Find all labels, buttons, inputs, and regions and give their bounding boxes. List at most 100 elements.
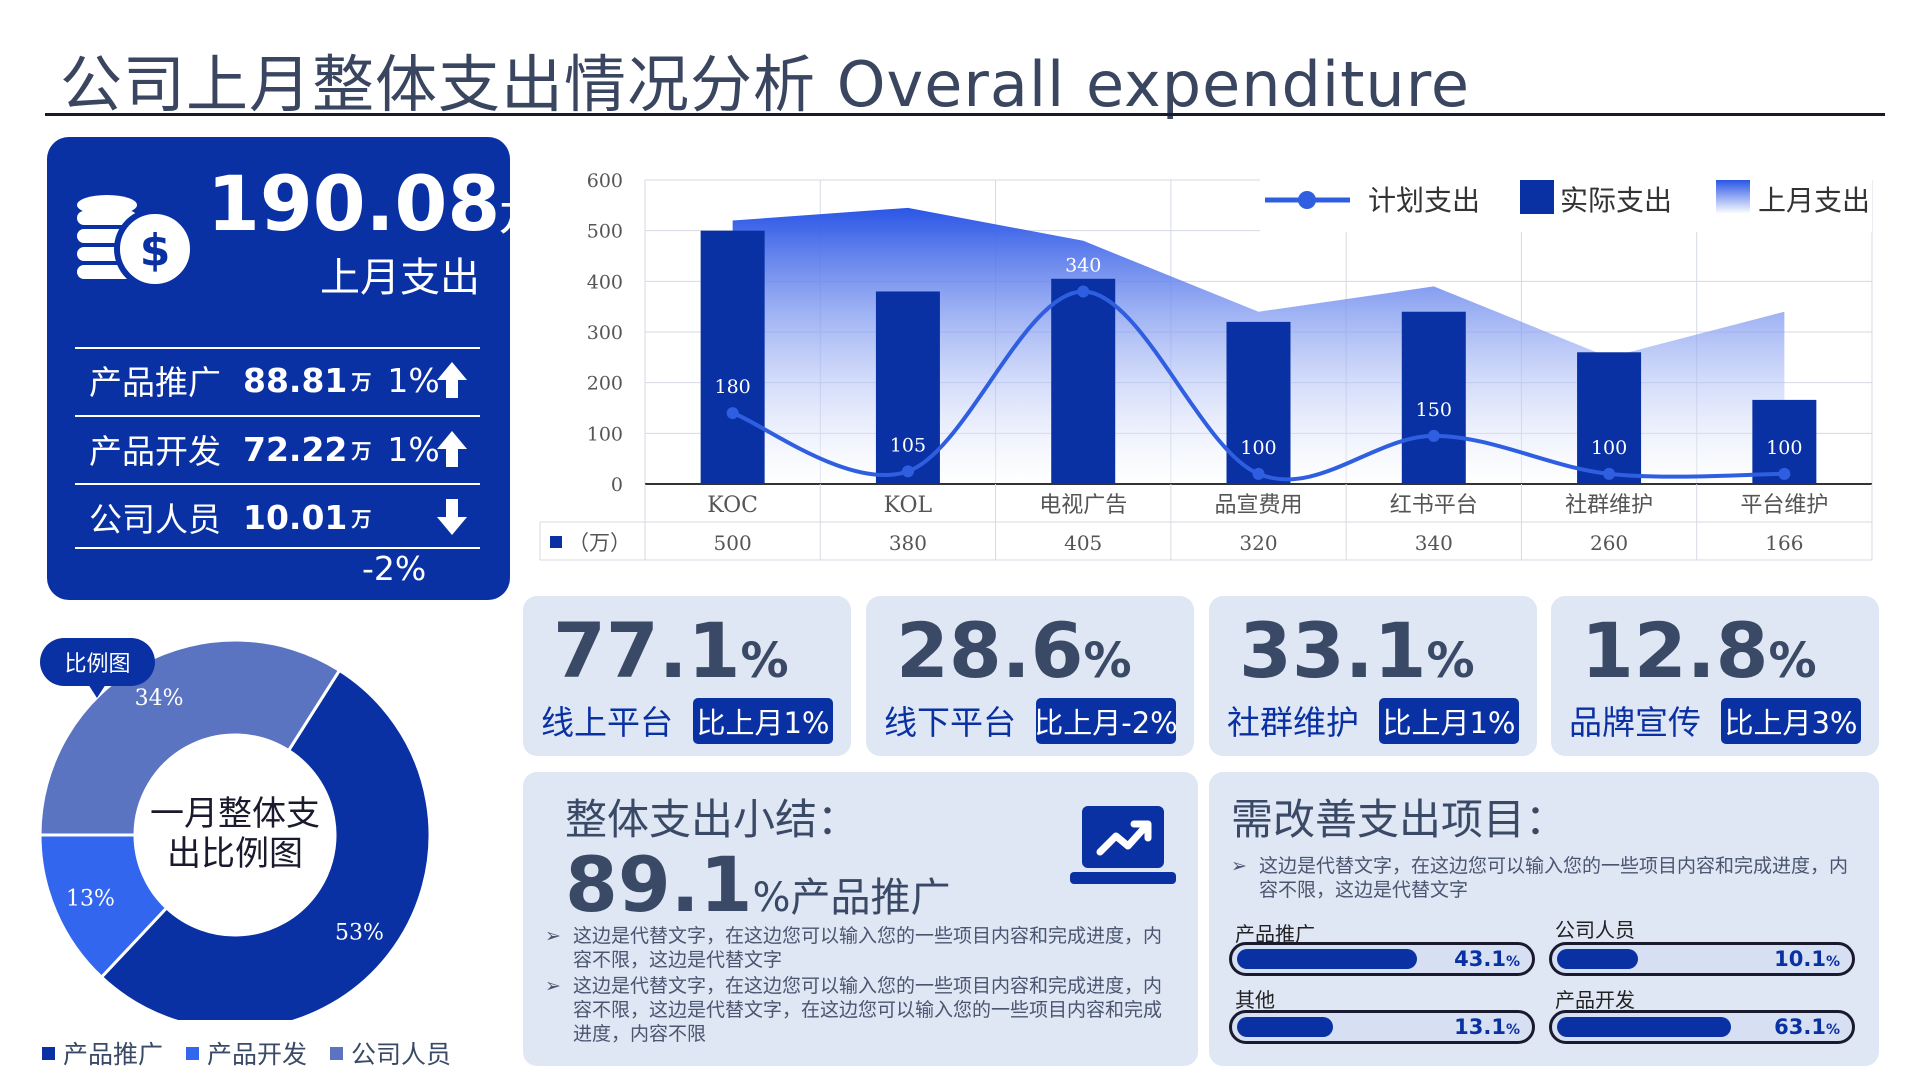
table-cell: 320	[1239, 531, 1277, 555]
donut-slice-label: 34%	[135, 686, 184, 711]
donut-center-label: 出比例图	[167, 834, 303, 874]
data-label: 105	[890, 434, 926, 456]
data-label: 340	[1065, 254, 1101, 276]
bar	[1577, 352, 1642, 484]
kpi-change-badge: 比上月3%	[1721, 698, 1861, 744]
x-tick-label: KOL	[884, 493, 933, 518]
page-title: 公司上月整体支出情况分析 Overall expenditure	[60, 48, 1470, 121]
legend-area-swatch	[1716, 180, 1750, 214]
progress-bar: 43.1%	[1229, 942, 1535, 976]
y-tick-label: 300	[587, 322, 623, 344]
legend-item: 公司人员	[330, 1035, 451, 1071]
legend-bar-swatch	[1520, 180, 1554, 214]
kpi-card: 12.8% 品牌宣传 比上月3%	[1551, 596, 1879, 756]
data-label: 150	[1416, 399, 1452, 421]
bar	[1051, 278, 1116, 484]
donut-slice	[99, 668, 432, 1032]
progress-label: 产品开发	[1555, 988, 1635, 1012]
line-point	[1603, 467, 1616, 480]
line-point	[726, 407, 739, 420]
expenditure-chart: 0 100 200 300 400 500 600 180 105 340 100 150 100 100…	[539, 170, 1873, 561]
table-cell: 380	[889, 531, 927, 555]
progress-label: 公司人员	[1555, 918, 1635, 942]
line-point	[901, 465, 914, 478]
total-expenditure-label: 上月支出	[320, 255, 480, 301]
improvement-panel: 需改善支出项目： 这边是代替文字，在这边您可以输入您的一些项目内容和完成进度，内…	[1209, 772, 1879, 1066]
y-tick-label: 0	[611, 474, 623, 496]
data-label: 180	[715, 376, 751, 398]
panel-heading: 整体支出小结：	[565, 795, 860, 844]
progress-bar: 13.1%	[1229, 1010, 1535, 1044]
kpi-card: 28.6% 线下平台 比上月-2%	[866, 596, 1194, 756]
y-tick-label: 400	[587, 271, 623, 293]
kpi-card: 33.1% 社群维护 比上月1%	[1209, 596, 1537, 756]
progress-bar: 63.1%	[1549, 1010, 1855, 1044]
kpi-change-badge: 比上月1%	[693, 698, 833, 744]
x-tick-label: 电视广告	[1039, 493, 1127, 518]
coins-dollar-icon: $	[77, 195, 196, 290]
line-point	[1077, 285, 1090, 298]
divider	[75, 547, 480, 549]
line-point	[1427, 429, 1440, 442]
y-tick-label: 600	[587, 170, 623, 192]
summary-bullet: 这边是代替文字，在这边您可以输入您的一些项目内容和完成进度，内容不限，这边是代替…	[545, 924, 1175, 972]
summary-bullet: 这边是代替文字，在这边您可以输入您的一些项目内容和完成进度，内容不限，这边是代替…	[545, 974, 1175, 1046]
bar	[1401, 311, 1466, 484]
bar	[700, 230, 765, 484]
table-cell: 500	[714, 531, 752, 555]
legend-line-marker	[1298, 191, 1316, 209]
x-tick-label: 社群维护	[1565, 493, 1653, 518]
summary-row: 产品开发 72.22 万 1%	[89, 419, 469, 479]
x-tick-label: KOC	[707, 493, 758, 518]
table-cell: 340	[1415, 531, 1453, 555]
table-cell: 166	[1765, 531, 1803, 555]
progress-bar: 10.1%	[1549, 942, 1855, 976]
proportion-donut: 53% 13% 34% 一月整体支 出比例图	[38, 600, 500, 1080]
down-arrow-icon	[437, 499, 467, 535]
divider	[75, 483, 480, 485]
progress-label: 其他	[1235, 988, 1275, 1012]
title-divider	[45, 113, 1885, 116]
total-expenditure-value: 190.08万	[207, 159, 535, 248]
summary-row: 公司人员 10.01 万	[89, 487, 469, 547]
summary-row: 产品推广 88.81 万 1%	[89, 350, 469, 410]
up-arrow-icon	[437, 362, 467, 398]
kpi-change-badge: 比上月1%	[1379, 698, 1519, 744]
laptop-chart-icon	[1070, 806, 1176, 884]
table-cell: 260	[1590, 531, 1628, 555]
data-label: 100	[1766, 437, 1802, 459]
divider	[75, 415, 480, 417]
summary-panel: 整体支出小结： 89.1%产品推广 这边是代替文字，在这边您可以输入您的一些项目…	[523, 772, 1198, 1066]
proportion-bubble: 比例图	[40, 638, 155, 686]
donut-slice-label: 53%	[335, 921, 384, 946]
summary-row-pct: -2%	[362, 549, 427, 588]
panel-heading: 需改善支出项目：	[1231, 795, 1568, 844]
x-tick-label: 红书平台	[1390, 493, 1478, 518]
line-point	[1778, 467, 1791, 480]
up-arrow-icon	[437, 431, 467, 467]
donut-slice-label: 13%	[66, 887, 115, 912]
donut-slice	[38, 638, 342, 837]
y-tick-label: 200	[587, 373, 623, 395]
table-cell: 405	[1064, 531, 1102, 555]
data-label: 100	[1240, 437, 1276, 459]
legend-label: 实际支出	[1560, 184, 1672, 217]
y-tick-label: 100	[587, 423, 623, 445]
data-label: 100	[1591, 437, 1627, 459]
table-header: （万）	[568, 531, 631, 555]
legend-item: 产品开发	[186, 1035, 307, 1071]
line-point	[1252, 467, 1265, 480]
x-tick-label: 品宣费用	[1214, 493, 1302, 518]
x-tick-label: 平台维护	[1740, 493, 1828, 518]
legend-label: 上月支出	[1758, 184, 1870, 217]
legend-background	[1260, 178, 1872, 232]
donut-center-label: 一月整体支	[150, 794, 320, 834]
improvement-bullet: 这边是代替文字，在这边您可以输入您的一些项目内容和完成进度，内容不限，这边是代替…	[1231, 854, 1861, 902]
kpi-change-badge: 比上月-2%	[1036, 698, 1176, 744]
summary-card: $ 190.08万 上月支出 产品推广 88.81 万 1% 产品开发 72.22…	[47, 137, 534, 600]
table-legend-swatch	[550, 536, 562, 548]
svg-text:$: $	[140, 225, 171, 276]
kpi-card: 77.1% 线上平台 比上月1%	[523, 596, 851, 756]
summary-big-value: 89.1%产品推广	[565, 840, 951, 929]
